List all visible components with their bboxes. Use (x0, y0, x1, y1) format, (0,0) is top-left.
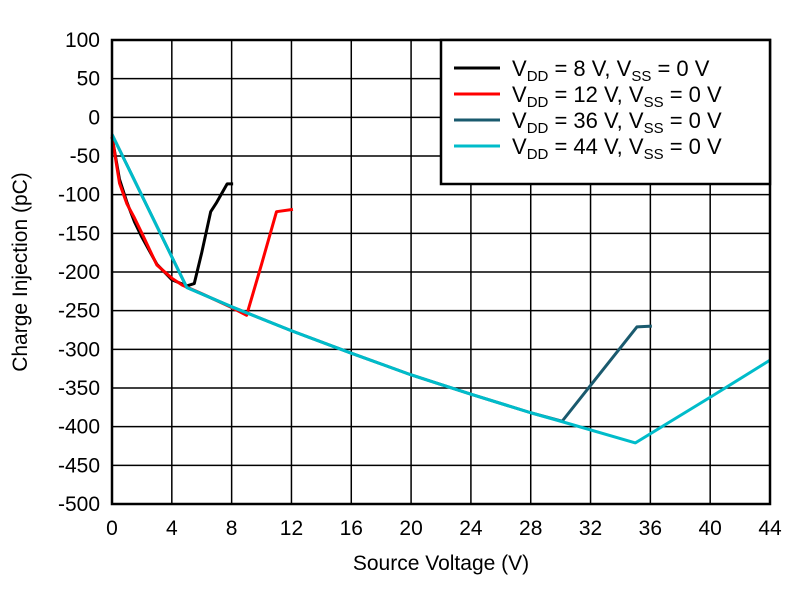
legend-label: VDD = 44 V, VSS = 0 V (512, 134, 722, 163)
series-line-2 (110, 136, 294, 317)
x-tick-label: 40 (699, 517, 722, 540)
y-tick-label: -500 (58, 493, 100, 516)
y-tick-label: -50 (70, 145, 100, 168)
legend-label: VDD = 36 V, VSS = 0 V (512, 108, 722, 137)
legend-box (439, 38, 772, 186)
y-tick-label: -250 (58, 300, 100, 323)
y-tick-label: 0 (88, 106, 100, 129)
x-tick-label: 36 (639, 517, 662, 540)
y-tick-label: -350 (58, 377, 100, 400)
y-tick-label: -400 (58, 416, 100, 439)
x-tick-label: 28 (519, 517, 542, 540)
y-axis-label: Charge Injection (pC) (9, 172, 32, 372)
y-tick-label: -450 (58, 454, 100, 477)
x-tick-label: 24 (459, 517, 483, 540)
x-tick-label: 8 (226, 517, 238, 540)
y-tick-label: -100 (58, 184, 100, 207)
y-tick-label: -300 (58, 338, 100, 361)
legend-label: VDD = 12 V, VSS = 0 V (512, 82, 722, 111)
x-tick-label: 16 (340, 517, 363, 540)
x-tick-labels: 0 4 8 12 16 20 24 28 32 36 40 44 (106, 517, 782, 540)
y-tick-label: 100 (65, 29, 100, 52)
y-tick-labels: 100 50 0 -50 -100 -150 -200 -250 -300 -350 -400 -45… (58, 29, 100, 516)
series-line-4 (110, 133, 771, 445)
y-tick-label: -200 (58, 261, 100, 284)
x-tick-label: 4 (166, 517, 178, 540)
x-tick-label: 44 (758, 517, 782, 540)
x-tick-label: 0 (106, 517, 118, 540)
x-axis-label: Source Voltage (V) (353, 552, 529, 575)
y-tick-label: -150 (58, 222, 100, 245)
x-tick-label: 32 (579, 517, 602, 540)
legend-label: VDD = 8 V, VSS = 0 V (512, 56, 710, 85)
x-tick-label: 12 (280, 517, 303, 540)
y-tick-label: 50 (77, 68, 100, 91)
x-tick-label: 20 (399, 517, 422, 540)
series-lines (110, 133, 771, 445)
